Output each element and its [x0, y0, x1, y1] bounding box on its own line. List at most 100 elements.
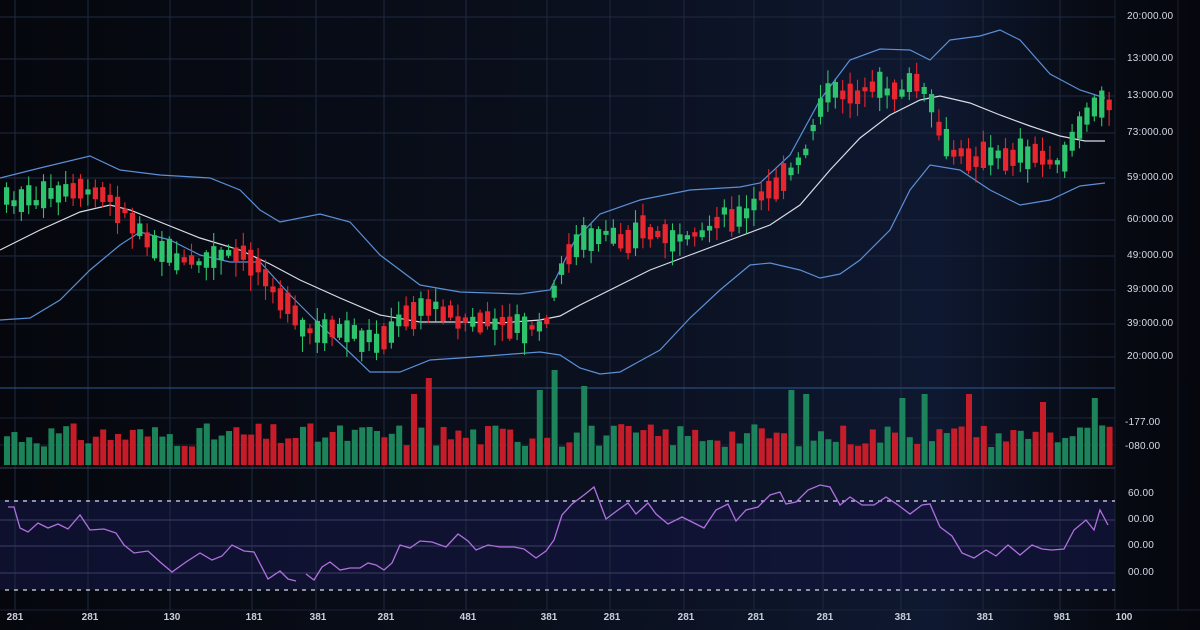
candle-bullish: [670, 230, 676, 252]
candle-bearish: [647, 227, 653, 240]
volume-bar: [63, 426, 70, 465]
volume-bar: [1099, 425, 1106, 465]
time-axis-label: 381: [540, 612, 558, 623]
volume-bar: [425, 378, 432, 465]
volume-bar: [11, 432, 18, 465]
volume-bar: [729, 431, 736, 465]
volume-bar: [633, 432, 639, 465]
candle-bullish: [374, 333, 380, 353]
volume-bar: [951, 428, 958, 465]
candle-bullish: [803, 148, 809, 156]
volume-bar: [929, 441, 935, 465]
candle-bearish: [411, 302, 417, 330]
volume-bar: [189, 446, 195, 465]
time-axis-label: 281: [603, 612, 621, 623]
price-axis-label: 49:000.00: [1127, 250, 1174, 261]
candle-bullish: [721, 207, 727, 215]
candle-bearish: [248, 249, 254, 276]
volume-bar: [1032, 431, 1039, 465]
volume-bar: [536, 390, 543, 465]
time-axis-label: 281: [816, 612, 834, 623]
volume-bar: [840, 425, 847, 465]
volume-bar: [662, 429, 669, 465]
candle-bearish: [144, 232, 150, 248]
oscillator-panel-bg: [0, 500, 1115, 590]
volume-bar: [1106, 426, 1113, 465]
candle-bullish: [810, 124, 816, 132]
volume-bar: [522, 445, 528, 465]
volume-bar: [1091, 398, 1098, 465]
volume-bar: [647, 424, 654, 465]
candle-bullish: [1069, 131, 1075, 151]
time-axis-label: 381: [309, 612, 327, 623]
volume-bar: [995, 433, 1002, 465]
volume-bar: [973, 437, 980, 465]
volume-bar: [255, 423, 262, 465]
candle-bullish: [929, 94, 935, 113]
candle-bearish: [70, 183, 76, 199]
volume-bar: [263, 438, 269, 465]
volume-bar: [655, 436, 662, 465]
candle-bullish: [795, 157, 801, 166]
volume-bar: [544, 437, 551, 465]
volume-bar: [758, 428, 765, 465]
volume-bar: [166, 434, 173, 465]
candle-bearish: [973, 156, 979, 167]
volume-bar: [499, 428, 506, 465]
candle-bullish: [610, 227, 616, 244]
volume-bar: [803, 394, 810, 465]
volume-bar: [862, 443, 869, 465]
candle-bearish: [566, 244, 572, 265]
candle-bearish: [892, 82, 898, 100]
volume-bar: [85, 443, 92, 465]
volume-bar: [329, 431, 336, 465]
candle-bullish: [581, 225, 587, 250]
volume-bar: [351, 429, 358, 465]
volume-bar: [55, 433, 62, 465]
volume-bar: [1025, 438, 1032, 465]
time-axis-label: 181: [245, 612, 263, 623]
volume-bar: [507, 429, 514, 465]
candle-bullish: [877, 71, 883, 98]
candle-bearish: [189, 255, 195, 265]
volume-bar: [226, 431, 232, 465]
candle-bullish: [988, 147, 994, 166]
volume-bar: [943, 433, 950, 465]
candle-bullish: [1084, 107, 1090, 125]
candle-bearish: [714, 216, 720, 229]
candle-bullish: [788, 167, 794, 176]
candle-bullish: [196, 261, 202, 266]
volume-bar: [625, 425, 632, 465]
bollinger-middle-band: [0, 95, 1105, 324]
time-axis-label: 381: [976, 612, 994, 623]
candle-bullish: [159, 240, 165, 262]
volume-bar: [26, 437, 33, 465]
volume-bar: [751, 424, 758, 465]
time-axis-label: 481: [459, 612, 477, 623]
volume-bar: [1003, 441, 1009, 465]
volume-bar: [396, 425, 403, 465]
candle-bearish: [618, 234, 624, 249]
volume-bar: [107, 439, 114, 465]
candle-bullish: [633, 222, 639, 249]
volume-bar: [1084, 427, 1091, 465]
volume-bar: [781, 433, 787, 465]
volume-bar: [610, 425, 617, 465]
time-axis-label: 130: [163, 612, 181, 623]
candle-bearish: [766, 180, 772, 199]
candle-bearish: [129, 212, 135, 234]
volume-bar: [277, 442, 284, 465]
candle-bullish: [825, 83, 831, 103]
candle-bullish: [4, 187, 10, 205]
volume-bar: [1077, 427, 1083, 465]
candle-bearish: [692, 232, 698, 237]
candle-bearish: [440, 306, 446, 322]
time-axis-label: 981: [1053, 612, 1071, 623]
candle-bearish: [862, 87, 868, 92]
osc-axis-label: 00.00: [1128, 567, 1155, 578]
candle-bearish: [640, 215, 646, 239]
volume-bar: [1054, 442, 1061, 465]
volume-bar: [847, 444, 854, 465]
volume-bar: [48, 428, 55, 465]
